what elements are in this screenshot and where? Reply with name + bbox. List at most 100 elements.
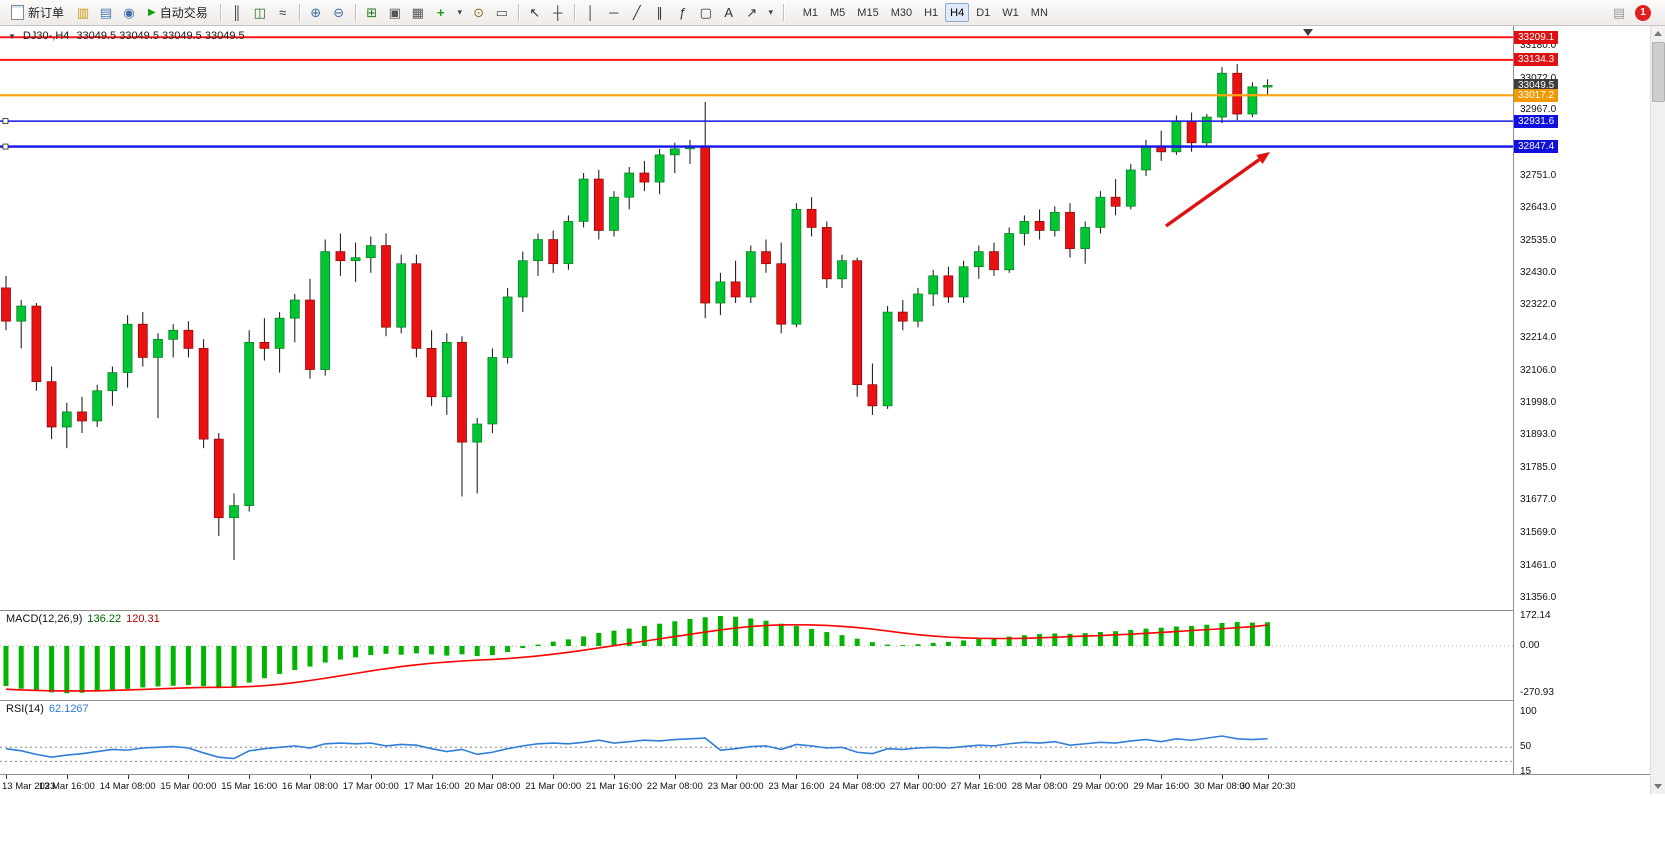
template-icon[interactable]: ▭ [491, 2, 513, 23]
candlestick [1034, 209, 1045, 240]
candlestick [685, 139, 695, 164]
time-axis-label: 17 Mar 00:00 [342, 781, 399, 792]
candlestick [487, 348, 498, 434]
candlestick-chart-icon[interactable]: ◫ [249, 2, 271, 23]
chart-title: ▼ DJ30-,H4 33049.5 33049.5 33049.5 33049… [8, 30, 245, 42]
notifications-badge[interactable]: 1 [1635, 4, 1651, 21]
candlestick [289, 293, 300, 343]
tf-MN[interactable]: MN [1026, 3, 1053, 22]
candlestick [761, 239, 771, 273]
play-icon: ▶ [148, 7, 156, 18]
rsi-axis-label: 15 [1520, 765, 1532, 777]
candlestick [852, 257, 863, 397]
text-icon[interactable]: A [718, 2, 740, 23]
tf-D1[interactable]: D1 [971, 3, 995, 22]
rsi-axis-label: 100 [1520, 706, 1537, 717]
zoom-in-icon[interactable]: ⊕ [305, 2, 327, 23]
price-axis-label: 32751.0 [1520, 169, 1557, 181]
zoom-out-icon[interactable]: ⊖ [328, 2, 350, 23]
candlestick [457, 336, 467, 497]
new-order-button[interactable]: 新订单 [4, 2, 71, 23]
candlestick [1141, 139, 1151, 177]
market-watch-icon[interactable]: ▤ [95, 2, 117, 23]
candlestick [548, 230, 559, 273]
candlestick [381, 233, 391, 337]
time-axis-label: 20 Mar 08:00 [464, 781, 521, 792]
candlestick [989, 242, 999, 276]
channel-icon[interactable]: ∥ [649, 2, 671, 23]
toolbar-separator [782, 4, 784, 21]
candlestick [821, 221, 832, 288]
bar-chart-icon[interactable]: ║ [226, 2, 248, 23]
chart-shift-marker[interactable] [1303, 29, 1313, 36]
navigator-icon[interactable]: ◉ [118, 2, 140, 23]
line-chart-icon[interactable]: ≈ [272, 2, 294, 23]
toolbar-separator [573, 4, 575, 21]
shapes-icon[interactable]: ▢ [695, 2, 717, 23]
candlestick [745, 245, 756, 304]
candlestick [1004, 227, 1015, 273]
tile-windows-icon[interactable]: ⊞ [361, 2, 383, 23]
line-handle[interactable] [2, 118, 9, 125]
candlestick [61, 402, 72, 449]
fibonacci-icon[interactable]: ƒ [672, 2, 694, 23]
time-axis-label: 23 Mar 00:00 [707, 781, 764, 792]
vertical-line-icon[interactable]: │ [580, 2, 602, 23]
price-axis: 33180.0 33072.0 32967.0 32751.0 32643.0 32535… [1514, 26, 1650, 777]
scrollbar-thumb[interactable] [1652, 42, 1665, 102]
objects-list-icon[interactable]: ▦ [407, 2, 429, 23]
candlestick [107, 366, 118, 406]
vertical-scrollbar[interactable] [1650, 26, 1665, 794]
candlestick [426, 330, 437, 406]
line-handle[interactable] [2, 143, 9, 150]
tf-M1[interactable]: M1 [798, 3, 823, 22]
candlestick [168, 324, 179, 358]
time-axis-tick [796, 775, 798, 779]
tf-M30[interactable]: M30 [886, 3, 917, 22]
macd-panel-splitter[interactable] [0, 610, 1650, 611]
rsi-panel[interactable] [0, 700, 1513, 774]
tf-M15[interactable]: M15 [852, 3, 883, 22]
toolbar-separator [354, 4, 356, 21]
cursor-icon[interactable]: ↖ [524, 2, 546, 23]
support-price-tag: 32847.4 [1514, 140, 1559, 154]
period-icon[interactable]: ⊙ [468, 2, 490, 23]
auto-trading-button[interactable]: ▶ 自动交易 [141, 2, 215, 23]
macd-axis-label: -270.93 [1520, 687, 1554, 699]
time-axis-tick [431, 775, 433, 779]
time-axis-label: 14 Mar 08:00 [99, 781, 156, 792]
candlestick [1065, 203, 1075, 258]
candlestick [973, 245, 984, 279]
tf-H4[interactable]: H4 [945, 3, 970, 22]
main-chart[interactable] [0, 26, 1513, 610]
one-click-trading-toggle[interactable]: ▼ [8, 31, 16, 41]
tf-H1[interactable]: H1 [919, 3, 943, 22]
crosshair-icon[interactable]: ┼ [547, 2, 569, 23]
charts-icon[interactable]: ▥ [72, 2, 94, 23]
more-tools-icon[interactable]: ▾ [764, 2, 778, 23]
candlestick [244, 330, 255, 512]
tf-W1[interactable]: W1 [997, 3, 1024, 22]
trendline-icon[interactable]: ╱ [626, 2, 648, 23]
indicator-dropdown-icon[interactable]: ▾ [453, 2, 467, 23]
indicator-windows-icon[interactable]: ▣ [384, 2, 406, 23]
macd-panel[interactable] [0, 610, 1513, 700]
annotation-arrow[interactable] [1165, 158, 1261, 228]
horizontal-line-icon[interactable]: ─ [603, 2, 625, 23]
candlestick [1201, 114, 1212, 148]
time-axis-label: 27 Mar 16:00 [950, 781, 1007, 792]
scroll-up-arrow[interactable] [1654, 31, 1662, 36]
candlestick [137, 312, 148, 367]
add-indicator-icon[interactable]: + [430, 2, 452, 23]
price-axis-label: 32214.0 [1520, 332, 1557, 344]
rsi-panel-splitter[interactable] [0, 700, 1650, 701]
scroll-down-arrow[interactable] [1654, 784, 1662, 789]
time-axis-tick [188, 775, 190, 779]
tf-M5[interactable]: M5 [825, 3, 850, 22]
chart-windows-icon[interactable]: ▤ [1608, 2, 1630, 23]
candlestick [958, 260, 969, 304]
candlestick [700, 101, 711, 319]
arrow-object-icon[interactable]: ↗ [741, 2, 763, 23]
time-axis: 13 Mar 2023 13 Mar 16:00 14 Mar 08:00 15 Ma… [0, 774, 1650, 795]
candlestick [806, 197, 817, 237]
